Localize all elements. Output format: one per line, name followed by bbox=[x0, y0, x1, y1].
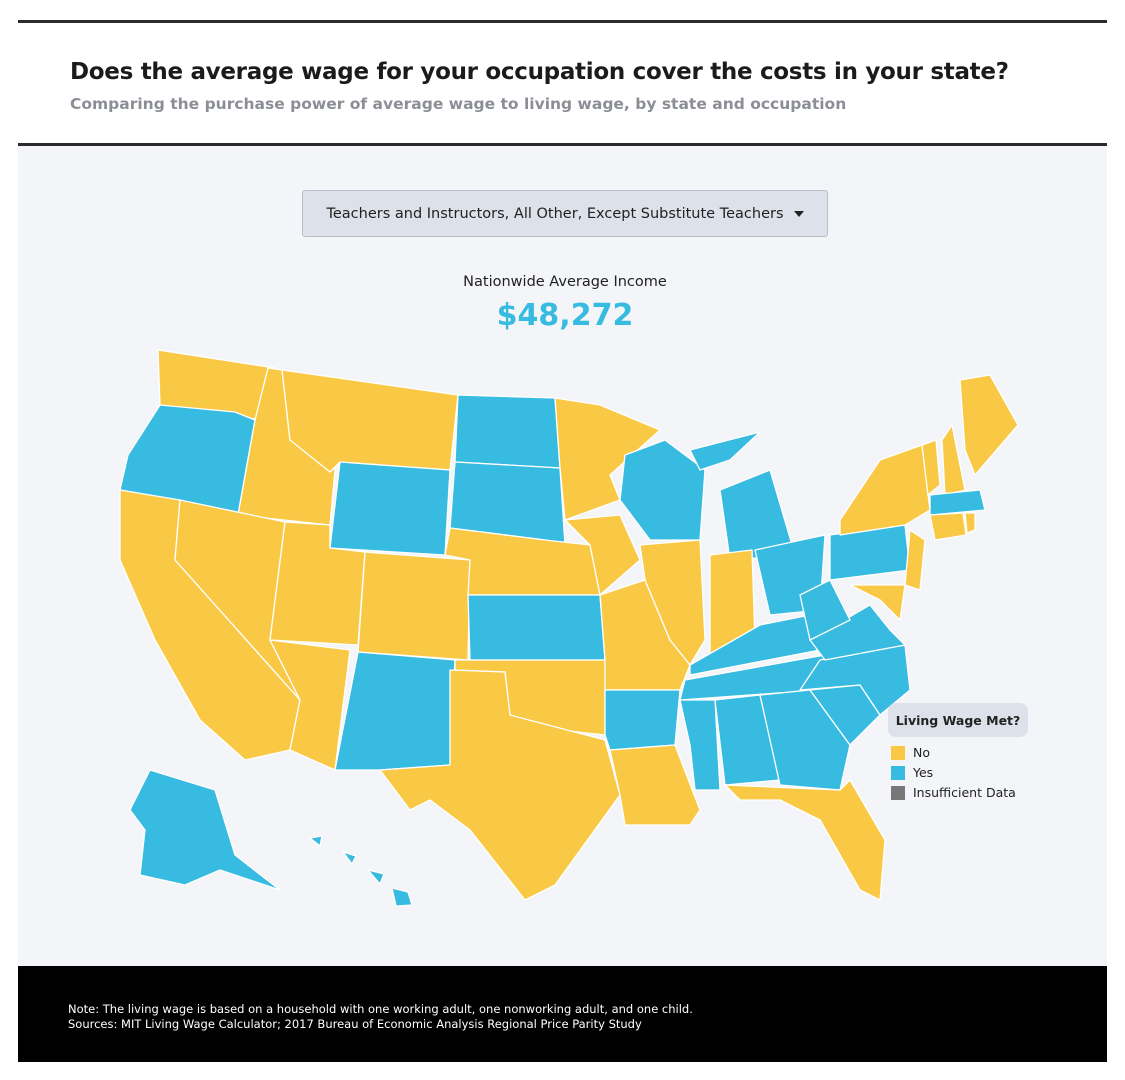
subtitle: Comparing the purchase power of average … bbox=[70, 95, 847, 113]
legend-swatch bbox=[891, 766, 905, 780]
legend-title: Living Wage Met? bbox=[896, 713, 1021, 728]
state bbox=[564, 514, 641, 596]
top-rule bbox=[18, 20, 1107, 23]
state bbox=[689, 431, 796, 561]
state bbox=[467, 594, 606, 661]
state bbox=[454, 394, 561, 469]
state bbox=[679, 699, 721, 791]
header: Does the average wage for your occupatio… bbox=[18, 23, 1107, 144]
state bbox=[357, 551, 471, 661]
state bbox=[964, 512, 976, 534]
state bbox=[329, 461, 451, 556]
stat-label: Nationwide Average Income bbox=[463, 274, 667, 290]
state bbox=[604, 689, 681, 751]
state bbox=[269, 639, 351, 771]
state bbox=[379, 669, 621, 901]
state bbox=[921, 439, 941, 496]
legend-swatch bbox=[891, 746, 905, 760]
dropdown-caret bbox=[793, 210, 804, 217]
state bbox=[809, 604, 906, 661]
header-rule bbox=[18, 143, 1107, 146]
footer-note: Note: The living wage is based on a hous… bbox=[68, 1002, 693, 1016]
state bbox=[129, 769, 281, 891]
state bbox=[554, 397, 661, 521]
title: Does the average wage for your occupatio… bbox=[70, 59, 1009, 85]
footer: Note: The living wage is based on a hous… bbox=[18, 966, 1107, 1062]
state bbox=[724, 779, 886, 901]
state bbox=[839, 444, 931, 536]
state bbox=[849, 584, 906, 621]
state bbox=[959, 374, 1019, 476]
dropdown-label: Teachers and Instructors, All Other, Exc… bbox=[326, 205, 784, 222]
state bbox=[941, 424, 966, 496]
legend-title-box bbox=[888, 703, 1028, 737]
legend-label: Yes bbox=[912, 765, 933, 780]
footer-sources: Sources: MIT Living Wage Calculator; 201… bbox=[68, 1017, 642, 1031]
state bbox=[309, 835, 413, 907]
state bbox=[609, 744, 701, 826]
state bbox=[904, 529, 926, 591]
state bbox=[929, 489, 986, 516]
stat-value: $48,272 bbox=[496, 298, 634, 333]
legend-label: No bbox=[913, 745, 930, 760]
occupation-dropdown[interactable]: Teachers and Instructors, All Other, Exc… bbox=[302, 190, 828, 237]
state bbox=[799, 579, 851, 641]
state bbox=[929, 512, 967, 541]
legend-label: Insufficient Data bbox=[913, 785, 1016, 800]
legend-swatch bbox=[891, 786, 905, 800]
state bbox=[334, 651, 456, 771]
